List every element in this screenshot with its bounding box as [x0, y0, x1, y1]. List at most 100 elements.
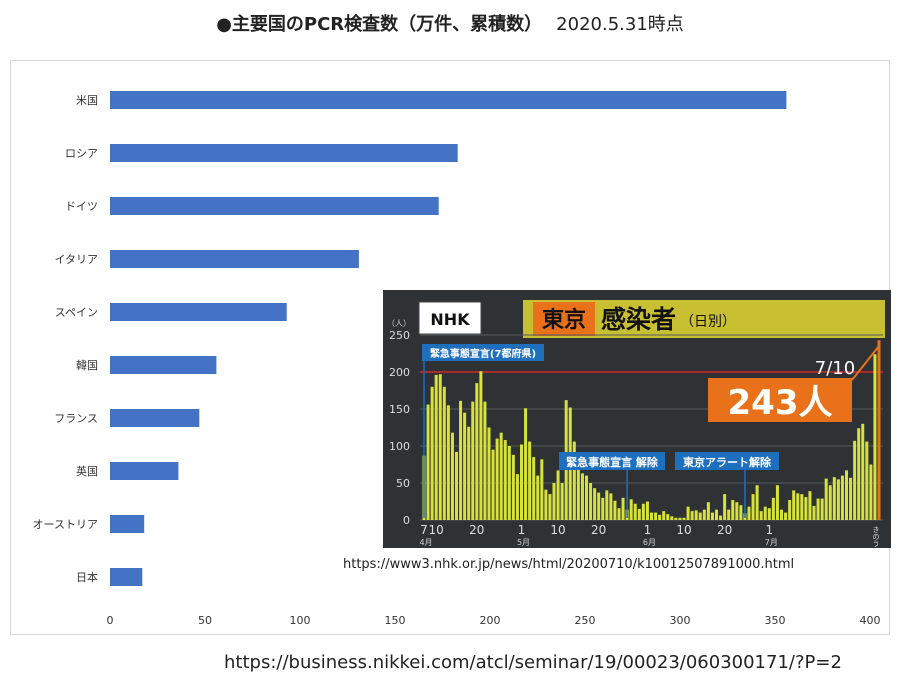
daily-bar	[771, 497, 775, 520]
daily-bar	[511, 454, 515, 520]
daily-bar	[507, 446, 511, 520]
x-tick-label: 1	[644, 523, 652, 537]
daily-bar	[499, 432, 503, 520]
annotation-label: 東京アラート解除	[683, 455, 772, 469]
category-label: ロシア	[65, 147, 98, 160]
daily-bar	[459, 400, 463, 520]
x-tick-label: 10	[429, 523, 444, 537]
daily-bar	[463, 412, 467, 520]
daily-bar	[495, 438, 499, 520]
y-tick-label: 150	[389, 403, 410, 416]
daily-bar	[702, 509, 706, 520]
daily-bar	[788, 500, 792, 520]
bar	[110, 197, 439, 215]
bar	[110, 409, 200, 427]
daily-bar	[467, 426, 471, 520]
latest-bar	[877, 340, 881, 520]
month-label: 7月	[765, 538, 778, 547]
daily-bar	[727, 509, 731, 520]
daily-bar	[662, 511, 666, 520]
daily-bar	[487, 427, 491, 520]
category-label: オーストリア	[33, 518, 98, 531]
daily-bar	[775, 485, 779, 520]
daily-bar	[731, 500, 735, 520]
x-tick-label: 350	[765, 614, 786, 627]
nhk-source-url[interactable]: https://www3.nhk.or.jp/news/html/2020071…	[343, 557, 795, 572]
daily-bar	[536, 475, 540, 520]
daily-bar	[580, 473, 584, 520]
daily-bar	[857, 428, 861, 520]
daily-bar	[763, 506, 767, 520]
category-label: 米国	[76, 94, 98, 107]
daily-bar	[442, 386, 446, 520]
daily-bar	[532, 457, 536, 520]
daily-bar	[767, 508, 771, 520]
x-tick-label: 20	[717, 523, 732, 537]
nikkei-source-url[interactable]: https://business.nikkei.com/atcl/seminar…	[224, 652, 842, 673]
daily-bar	[828, 485, 832, 520]
nhk-logo-box	[418, 301, 482, 335]
category-label: 英国	[76, 464, 98, 478]
daily-bar	[471, 401, 475, 520]
daily-bar	[617, 508, 621, 520]
daily-bar	[706, 502, 710, 520]
daily-bar	[658, 514, 662, 520]
month-label: 6月	[643, 538, 656, 547]
daily-bar	[840, 475, 844, 520]
daily-bar	[438, 374, 442, 520]
y-tick-label: 100	[389, 440, 410, 453]
y-tick-label: 250	[389, 329, 410, 342]
daily-bar	[698, 512, 702, 520]
x-tick-label: 10	[550, 523, 565, 537]
latest-date-label: 7/10	[815, 358, 855, 379]
daily-bar	[515, 474, 519, 520]
subject-text: 感染者	[601, 305, 676, 334]
daily-bar	[723, 494, 727, 520]
x-tick-label: 20	[469, 523, 484, 537]
daily-bar	[865, 441, 869, 520]
x-tick-label: 20	[591, 523, 606, 537]
place-text: 東京	[542, 307, 586, 333]
latest-value-box	[708, 378, 852, 422]
daily-bar	[849, 477, 853, 520]
page-title: ●主要国のPCR検査数（万件、累積数） 2020.5.31時点	[0, 10, 900, 36]
category-label: イタリア	[54, 253, 98, 266]
daily-bar	[686, 506, 690, 520]
x-tick-label: 250	[575, 614, 596, 627]
daily-bar	[540, 459, 544, 520]
daily-bar	[520, 444, 523, 520]
category-label: スペイン	[55, 306, 98, 319]
daily-bar	[593, 488, 597, 520]
annotation-box	[559, 452, 665, 470]
daily-bar	[645, 501, 649, 520]
category-label: 韓国	[76, 359, 98, 372]
nhk-logo-text: NHK	[430, 310, 470, 329]
daily-bar	[784, 512, 788, 520]
x-tick-label: 0	[107, 614, 114, 627]
x-tick-label: 150	[385, 614, 406, 627]
daily-bar	[450, 432, 454, 520]
daily-bar	[475, 383, 479, 520]
daily-bar	[759, 511, 763, 520]
title-text: ●主要国のPCR検査数（万件、累積数）	[216, 14, 543, 35]
x-tick-label: 300	[670, 614, 691, 627]
daily-bar	[585, 475, 588, 520]
x-tick-label: 1	[518, 523, 526, 537]
daily-bar	[426, 404, 430, 520]
y-tick-label: 50	[396, 477, 410, 490]
daily-bar	[654, 512, 658, 520]
bar	[110, 303, 287, 321]
x-tick-label: 7	[420, 523, 428, 537]
bar	[110, 568, 143, 586]
daily-bar	[528, 441, 532, 520]
daily-bar	[670, 516, 674, 520]
daily-bar	[780, 509, 783, 520]
month-label: 4月	[419, 538, 432, 547]
annotation-label: 緊急事態宣言 解除	[566, 455, 659, 469]
daily-bar	[808, 491, 812, 520]
x-tick-label: 200	[480, 614, 501, 627]
y-tick-label: 200	[389, 366, 410, 379]
bar	[110, 356, 217, 374]
daily-bar	[735, 502, 739, 520]
daily-bar	[861, 423, 865, 520]
